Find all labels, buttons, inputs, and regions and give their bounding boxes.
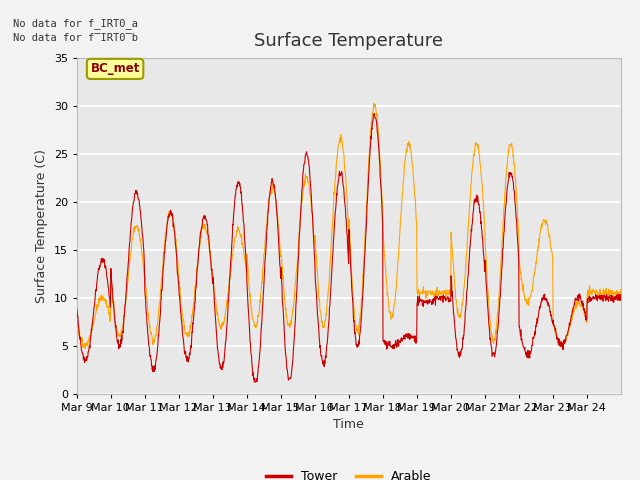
Text: BC_met: BC_met (90, 62, 140, 75)
Title: Surface Temperature: Surface Temperature (254, 33, 444, 50)
Legend: Tower, Arable: Tower, Arable (261, 465, 436, 480)
Text: No data for f̅IRT0̅b: No data for f̅IRT0̅b (13, 33, 138, 43)
Text: No data for f_IRT0_a: No data for f_IRT0_a (13, 18, 138, 29)
X-axis label: Time: Time (333, 418, 364, 431)
Y-axis label: Surface Temperature (C): Surface Temperature (C) (35, 149, 48, 302)
